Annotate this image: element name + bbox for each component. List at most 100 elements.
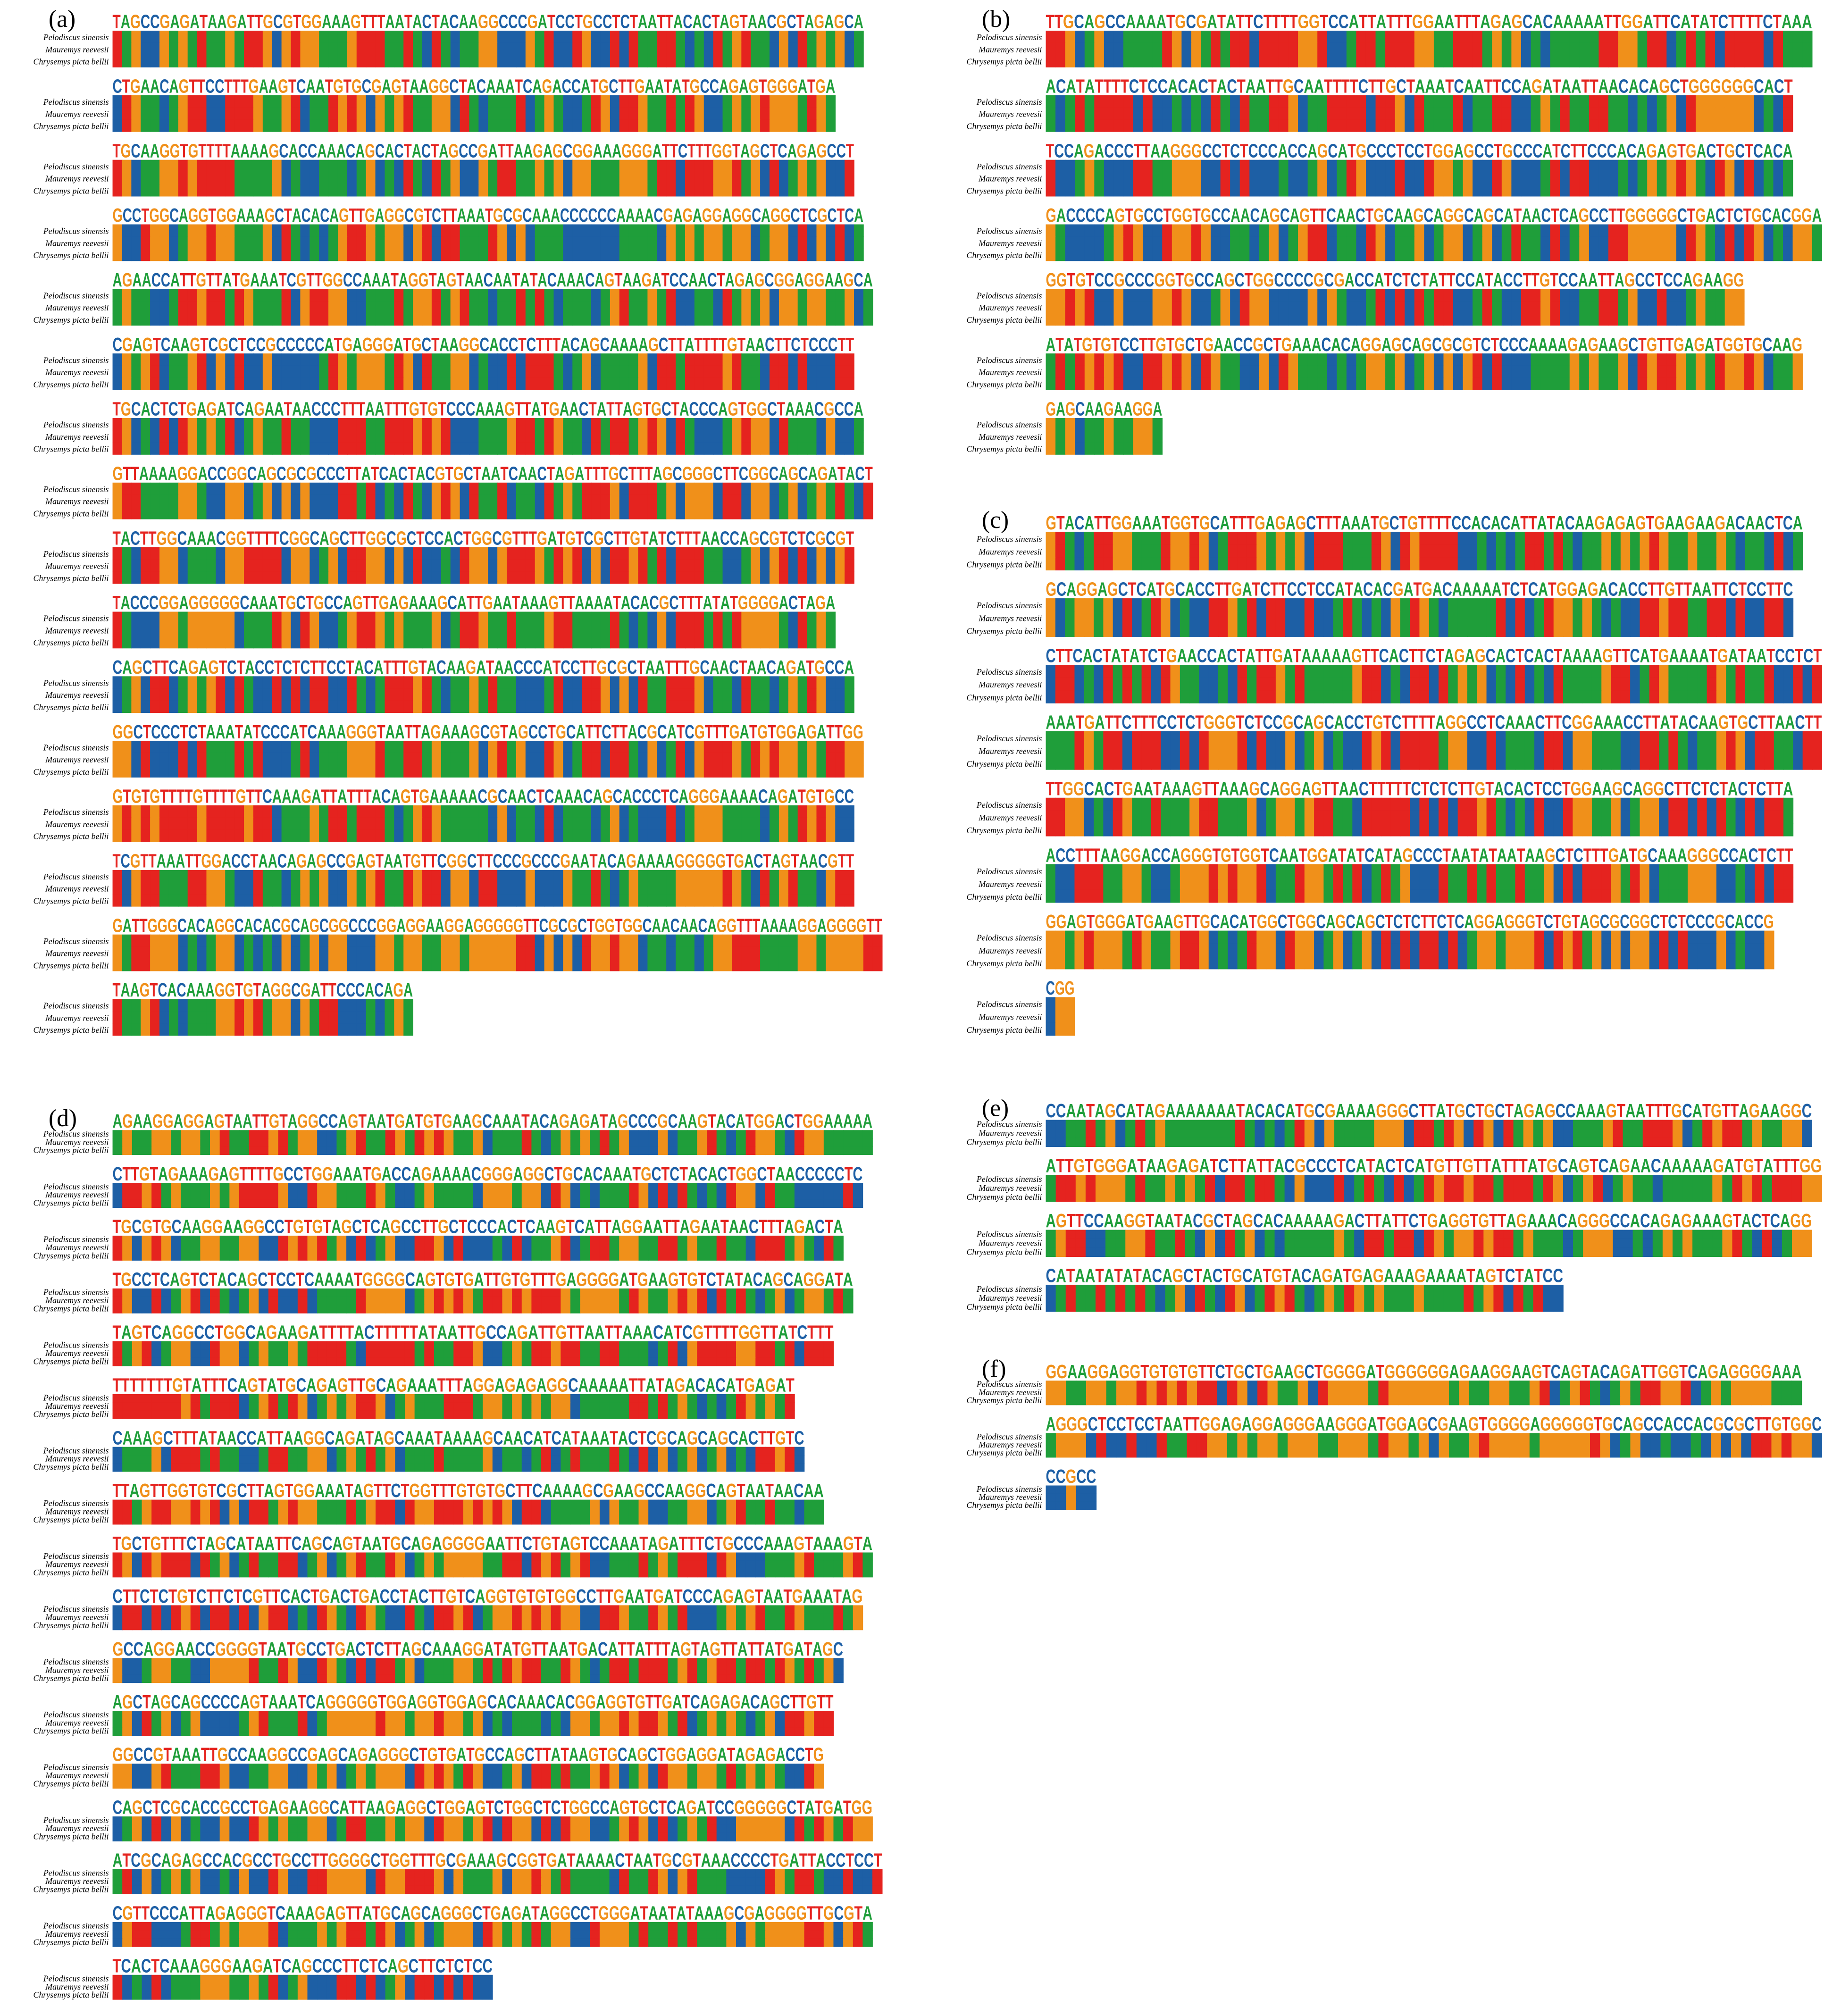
alignment-cell: [1211, 224, 1221, 237]
alignment-cell: [1686, 249, 1696, 261]
alignment-cell: [751, 882, 761, 895]
alignment-cell: [460, 442, 470, 455]
alignment-cell: [797, 507, 808, 519]
alignment-cell: [751, 353, 761, 366]
alignment-cell: [356, 442, 367, 455]
alignment-cell: [535, 494, 545, 507]
alignment-cell: [168, 119, 179, 132]
alignment-row: TAAGTCACAAAGGTGTAGGCGATTCCCACAGAPelodisc…: [33, 979, 413, 1036]
alignment-cell: [1365, 224, 1376, 237]
alignment-cell: [1298, 95, 1308, 108]
alignment-cell: [770, 301, 779, 314]
alignment-cell: [563, 547, 573, 560]
alignment-cell: [206, 289, 217, 301]
alignment-cell: [375, 353, 385, 366]
alignment-cell: [1666, 42, 1677, 56]
alignment-cell: [788, 184, 798, 197]
alignment-cell: [797, 353, 808, 366]
alignment-cell: [1152, 42, 1163, 56]
alignment-cell: [347, 482, 357, 495]
alignment-cell: [770, 55, 779, 67]
alignment-cell: [272, 507, 282, 519]
alignment-cell: [666, 55, 676, 67]
alignment-cell: [1579, 107, 1590, 120]
alignment-cell: [685, 31, 695, 43]
alignment-cell: [403, 224, 413, 237]
alignment-row: CGAGTCAAGTCGCTCCGCCCCCATGAGGGATGCTAAGGCA…: [33, 334, 854, 390]
alignment-cell: [816, 313, 827, 326]
alignment-cell: [544, 676, 554, 689]
alignment-cell: [168, 946, 179, 959]
alignment-cell: [835, 353, 845, 366]
alignment-cell: [122, 107, 132, 120]
alignment-cell: [497, 753, 507, 766]
alignment-row: TGCAAGGTGTTTTAAAAGCACCAAACAGCACTACTAGCCG…: [33, 140, 854, 197]
alignment-cell: [394, 249, 404, 261]
alignment-cell: [610, 829, 620, 842]
alignment-cell: [807, 624, 817, 636]
alignment-cell: [1492, 31, 1502, 43]
alignment-cell: [1220, 301, 1230, 314]
alignment-cell: [516, 753, 526, 766]
alignment-cell: [497, 42, 507, 56]
alignment-cell: [516, 249, 526, 261]
alignment-cell: [385, 224, 395, 237]
alignment-cell: [760, 442, 770, 455]
alignment-cell: [619, 442, 629, 455]
alignment-cell: [394, 418, 404, 431]
alignment-cell: [1560, 31, 1570, 43]
alignment-cell: [788, 559, 798, 572]
alignment-cell: [1453, 224, 1464, 237]
alignment-cell: [544, 42, 554, 56]
alignment-cell: [1094, 119, 1105, 132]
alignment-cell: [600, 172, 611, 184]
alignment-cell: [413, 159, 423, 172]
alignment-cell: [150, 547, 160, 560]
alignment-cell: [403, 765, 413, 778]
alignment-cell: [206, 95, 217, 108]
alignment-cell: [694, 249, 704, 261]
alignment-cell: [1327, 289, 1338, 301]
alignment-cell: [553, 95, 564, 108]
alignment-cell: [1356, 236, 1366, 249]
alignment-cell: [826, 353, 836, 366]
alignment-cell: [112, 55, 123, 67]
alignment-cell: [1589, 31, 1599, 43]
alignment-cell: [1162, 313, 1172, 326]
alignment-cell: [141, 224, 151, 237]
alignment-cell: [535, 765, 545, 778]
alignment-cell: [356, 688, 367, 701]
alignment-cell: [216, 482, 226, 495]
alignment-cell: [281, 688, 292, 701]
alignment-cell: [206, 999, 217, 1012]
alignment-cell: [460, 31, 470, 43]
alignment-cell: [431, 119, 442, 132]
alignment-cell: [328, 999, 338, 1012]
alignment-cell: [1453, 172, 1464, 184]
alignment-cell: [600, 418, 611, 431]
alignment-cell: [732, 494, 742, 507]
alignment-cell: [610, 571, 620, 584]
alignment-cell: [1453, 42, 1464, 56]
alignment-cell: [816, 107, 827, 120]
alignment-cell: [206, 611, 217, 624]
alignment-cell: [187, 688, 198, 701]
sequence-logo: TAGCCGAGATAAGATTGCGTGGAAAGTTTAATACTACAAG…: [113, 11, 863, 33]
alignment-cell: [666, 611, 676, 624]
alignment-cell: [131, 959, 142, 971]
alignment-cell: [1220, 42, 1230, 56]
alignment-cell: [732, 249, 742, 261]
alignment-cell: [1152, 184, 1163, 197]
alignment-cell: [732, 313, 742, 326]
alignment-cell: [647, 107, 658, 120]
alignment-cell: [619, 805, 629, 818]
alignment-cell: [310, 882, 319, 895]
species-label: Pelodiscus sinensis: [43, 549, 109, 559]
alignment-cell: [713, 224, 723, 237]
alignment-cell: [553, 31, 564, 43]
alignment-cell: [168, 107, 179, 120]
alignment-cell: [1113, 301, 1124, 314]
alignment-cell: [845, 765, 854, 778]
alignment-cell: [291, 741, 301, 753]
